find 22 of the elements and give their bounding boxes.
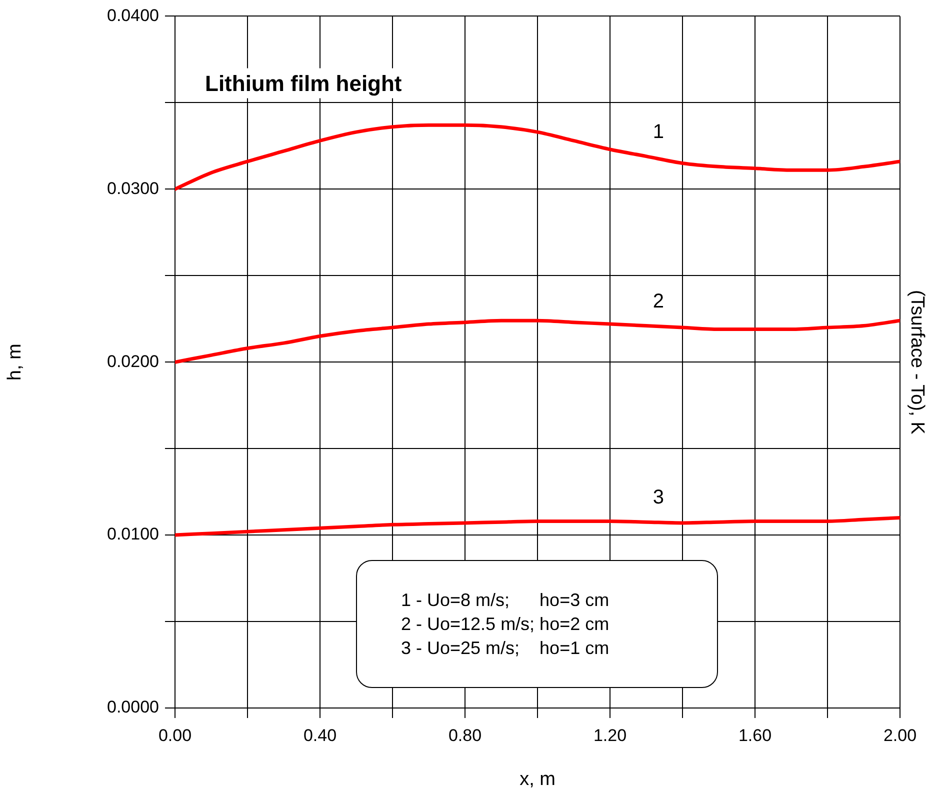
x-axis-title: x, m (520, 768, 556, 790)
y-tick-label: 0.0100 (107, 524, 159, 544)
annotation: 1 - Uo=8 m/s; ho=3 cm (401, 589, 610, 612)
y-tick-label: 0.0400 (107, 6, 159, 25)
y2-axis-title: (Tsurface - To), K (906, 290, 928, 435)
x-tick-label: 0.40 (303, 726, 337, 745)
y-tick-label: 0.0300 (107, 178, 159, 198)
text: Lithium film height (205, 71, 402, 96)
x-tick-label: 1.60 (738, 726, 772, 745)
x-tick-label: 2.00 (883, 726, 917, 745)
annotation: 3 - Uo=25 m/s; ho=1 cm (401, 637, 610, 660)
y-tick-label: 0.0000 (107, 698, 159, 717)
annotation: 2 - Uo=12.5 m/s; ho=2 cm (401, 613, 610, 636)
x-tick-label: 0.80 (448, 726, 482, 745)
y-tick-label: 0.0200 (107, 352, 159, 371)
series-label: 3 (652, 486, 664, 509)
y-axis-title: h, m (4, 344, 26, 381)
note-box: 1 - Uo=8 m/s; ho=3 cm 2 - Uo=12.5 m/s; ho=2 cm 3 - Uo=25 m/s; ho=1 cm (356, 560, 718, 688)
series-label: 2 (652, 290, 664, 312)
x-tick-label: 0.00 (158, 726, 192, 745)
series-label: 1 (652, 120, 664, 143)
x-tick-label: 1.20 (593, 726, 627, 745)
